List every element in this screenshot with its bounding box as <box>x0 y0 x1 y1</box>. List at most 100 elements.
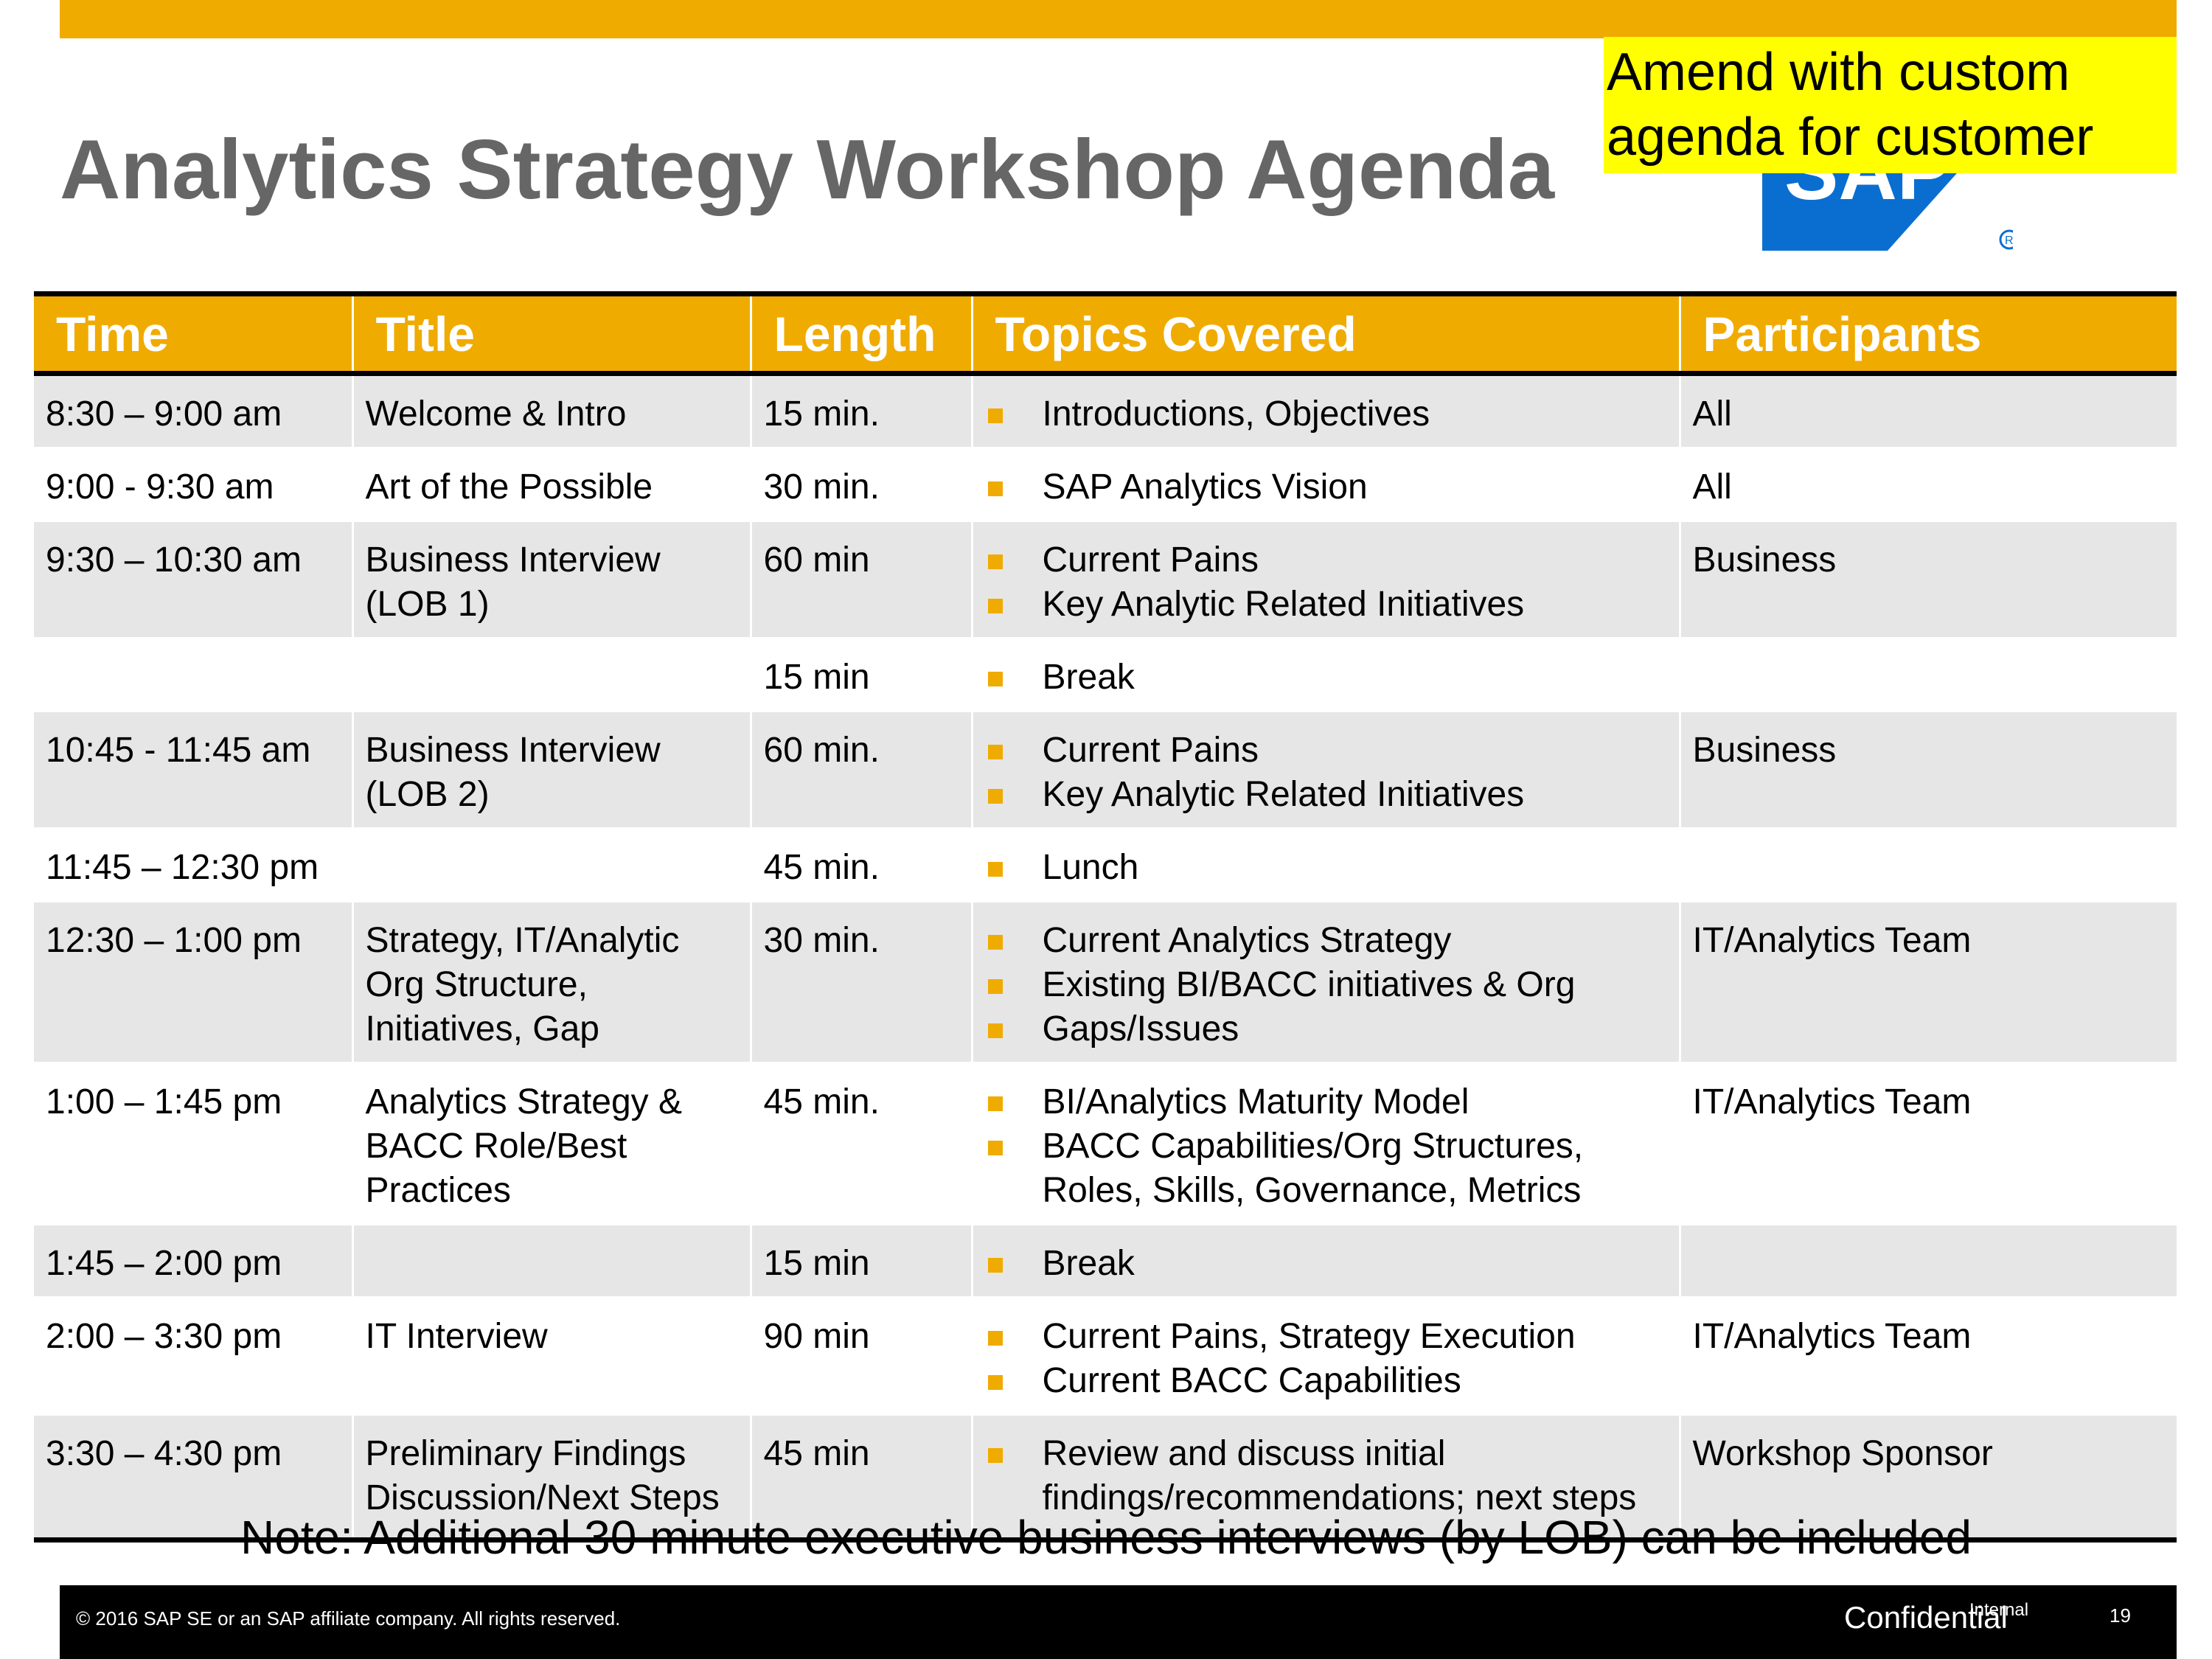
header-participants: Participants <box>1680 293 2177 374</box>
title-line: Discussion/Next Steps <box>365 1478 720 1517</box>
square-bullet-icon <box>987 599 1003 613</box>
cell-length: 60 min <box>751 521 973 639</box>
cell-participants: Business <box>1680 521 2177 639</box>
cell-title: Welcome & Intro <box>352 373 752 448</box>
title-line: Business Interview <box>365 731 661 770</box>
cell-title: Art of the Possible <box>352 448 752 521</box>
top-accent-bar <box>60 0 2177 38</box>
topic-item: Lunch <box>987 846 1669 890</box>
cell-time: 10:45 - 11:45 am <box>34 711 354 829</box>
topic-text: Current Pains, Strategy Execution <box>1042 1317 1576 1356</box>
cell-time: 3:30 – 4:30 pm <box>34 1414 354 1540</box>
square-bullet-icon <box>987 1141 1003 1155</box>
title-line: Preliminary Findings <box>365 1434 686 1473</box>
square-bullet-icon <box>987 935 1003 950</box>
header-title: Title <box>352 293 752 374</box>
cell-length: 45 min. <box>751 828 973 902</box>
table-row: 15 min Break <box>34 638 2177 712</box>
cell-time <box>34 638 354 712</box>
square-bullet-icon <box>987 979 1003 994</box>
topic-text: Current Analytics Strategy <box>1042 921 1452 960</box>
cell-time: 8:30 – 9:00 am <box>34 373 354 448</box>
title-line: Welcome & Intro <box>365 394 627 434</box>
header-time: Time <box>34 293 354 374</box>
topic-text: Introductions, Objectives <box>1042 394 1430 434</box>
cell-title: Preliminary Findings Discussion/Next Step… <box>352 1414 752 1540</box>
topic-item: Break <box>987 655 1669 700</box>
square-bullet-icon <box>987 789 1003 804</box>
square-bullet-icon <box>987 481 1003 496</box>
cell-participants: IT/Analytics Team <box>1680 1062 2177 1225</box>
cell-length: 15 min <box>751 638 973 712</box>
topic-item: Current Pains <box>987 538 1669 582</box>
cell-length: 90 min <box>751 1297 973 1415</box>
table-header-row: Time Title Length Topics Covered Partici… <box>34 293 2177 374</box>
cell-topics: Current Pains, Strategy Execution Current… <box>972 1297 1681 1415</box>
title-line: BACC Role/Best <box>365 1127 627 1166</box>
topic-text: Current Pains <box>1042 731 1259 770</box>
cell-time: 9:00 - 9:30 am <box>34 448 354 521</box>
square-bullet-icon <box>987 1023 1003 1038</box>
table-row: 10:45 - 11:45 am Business Interview (LOB 2… <box>34 711 2177 829</box>
table-row: 9:30 – 10:30 am Business Interview (LOB 1)… <box>34 521 2177 639</box>
cell-participants: Workshop Sponsor <box>1680 1414 2177 1540</box>
cell-topics: Current Pains Key Analytic Related Initia… <box>972 521 1681 639</box>
title-line: Initiatives, Gap <box>365 1009 599 1048</box>
cell-topics: Break <box>972 1224 1681 1298</box>
topic-text: Key Analytic Related Initiatives <box>1042 775 1525 814</box>
cell-participants <box>1680 828 2177 902</box>
topic-item: Key Analytic Related Initiatives <box>987 582 1669 627</box>
cell-participants: IT/Analytics Team <box>1680 1297 2177 1415</box>
title-line: Analytics Strategy & <box>365 1082 683 1121</box>
topic-item: Gaps/Issues <box>987 1007 1669 1051</box>
cell-time: 11:45 – 12:30 pm <box>34 828 354 902</box>
cell-time: 1:00 – 1:45 pm <box>34 1062 354 1225</box>
cell-participants: Business <box>1680 711 2177 829</box>
cell-title: Strategy, IT/Analytic Org Structure, Initi… <box>352 901 752 1063</box>
cell-title: Business Interview (LOB 1) <box>352 521 752 639</box>
svg-text:R: R <box>2005 234 2013 247</box>
topic-item: BACC Capabilities/Org Structures, Roles,… <box>987 1124 1669 1213</box>
table-row: 3:30 – 4:30 pm Preliminary Findings Discus… <box>34 1414 2177 1540</box>
topic-item: BI/Analytics Maturity Model <box>987 1080 1669 1124</box>
confidential-label: Confidential <box>1844 1600 2008 1635</box>
page-title: Analytics Strategy Workshop Agenda <box>60 123 1555 217</box>
square-bullet-icon <box>987 1375 1003 1390</box>
cell-length: 45 min <box>751 1414 973 1540</box>
topic-item: SAP Analytics Vision <box>987 465 1669 509</box>
cell-time: 1:45 – 2:00 pm <box>34 1224 354 1298</box>
cell-title: Business Interview (LOB 2) <box>352 711 752 829</box>
cell-participants <box>1680 638 2177 712</box>
cell-length: 15 min. <box>751 373 973 448</box>
header-length: Length <box>751 293 973 374</box>
topic-item: Review and discuss initial findings/reco… <box>987 1432 1669 1520</box>
table-row: 9:00 - 9:30 am Art of the Possible 30 min.… <box>34 448 2177 521</box>
cell-topics: Lunch <box>972 828 1681 902</box>
table-row: 2:00 – 3:30 pm IT Interview 90 min Current … <box>34 1297 2177 1415</box>
topic-text: Current BACC Capabilities <box>1042 1361 1461 1400</box>
topic-text: Key Analytic Related Initiatives <box>1042 585 1525 624</box>
copyright-text: © 2016 SAP SE or an SAP affiliate compan… <box>76 1607 621 1630</box>
topic-item: Current Analytics Strategy <box>987 919 1669 963</box>
topic-text: Break <box>1042 658 1135 697</box>
square-bullet-icon <box>987 745 1003 759</box>
page-number: 19 <box>2110 1604 2131 1627</box>
square-bullet-icon <box>987 672 1003 686</box>
cell-topics: BI/Analytics Maturity Model BACC Capabili… <box>972 1062 1681 1225</box>
cell-length: 45 min. <box>751 1062 973 1225</box>
cell-participants <box>1680 1224 2177 1298</box>
topic-item: Existing BI/BACC initiatives & Org <box>987 963 1669 1007</box>
cell-topics: Break <box>972 638 1681 712</box>
square-bullet-icon <box>987 408 1003 423</box>
cell-length: 30 min. <box>751 901 973 1063</box>
topic-item: Break <box>987 1242 1669 1286</box>
cell-length: 30 min. <box>751 448 973 521</box>
cell-time: 12:30 – 1:00 pm <box>34 901 354 1063</box>
topic-item: Current Pains <box>987 728 1669 773</box>
title-line: Strategy, IT/Analytic <box>365 921 680 960</box>
cell-participants: All <box>1680 373 2177 448</box>
sticky-note: Amend with custom agenda for customer <box>1604 37 2177 173</box>
topic-text: Current Pains <box>1042 540 1259 580</box>
cell-title <box>352 828 752 902</box>
agenda-table: Time Title Length Topics Covered Partici… <box>34 291 2177 1543</box>
